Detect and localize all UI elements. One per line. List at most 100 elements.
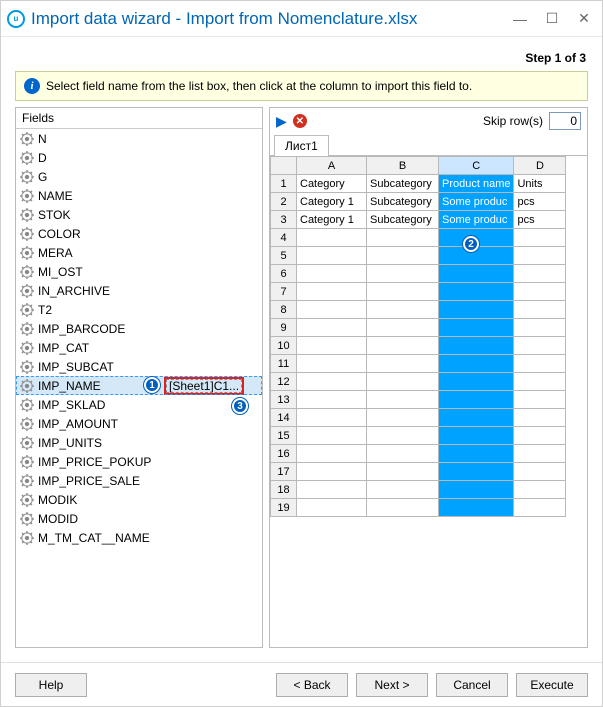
cell[interactable]: Subcategory xyxy=(367,193,439,211)
cell[interactable] xyxy=(367,229,439,247)
cell[interactable] xyxy=(514,265,566,283)
cell[interactable] xyxy=(367,499,439,517)
cell[interactable] xyxy=(297,247,367,265)
cell[interactable] xyxy=(367,355,439,373)
cell[interactable] xyxy=(514,355,566,373)
cell[interactable] xyxy=(439,445,514,463)
next-button[interactable]: Next > xyxy=(356,673,428,697)
cell[interactable] xyxy=(297,445,367,463)
cell[interactable] xyxy=(439,301,514,319)
cell[interactable] xyxy=(514,427,566,445)
cell[interactable] xyxy=(367,265,439,283)
field-row[interactable]: IMP_PRICE_SALE xyxy=(16,471,262,490)
field-row[interactable]: IN_ARCHIVE xyxy=(16,281,262,300)
execute-button[interactable]: Execute xyxy=(516,673,588,697)
cell[interactable] xyxy=(514,319,566,337)
cell[interactable]: Category xyxy=(297,175,367,193)
cell[interactable] xyxy=(297,229,367,247)
field-row[interactable]: IMP_PRICE_POKUP xyxy=(16,452,262,471)
cell[interactable] xyxy=(367,481,439,499)
field-row[interactable]: IMP_NAME[Sheet1]C1...1 xyxy=(16,376,262,395)
cell[interactable] xyxy=(514,409,566,427)
cell[interactable]: Units xyxy=(514,175,566,193)
field-row[interactable]: IMP_CAT xyxy=(16,338,262,357)
minimize-button[interactable]: — xyxy=(508,7,532,31)
close-button[interactable]: ✕ xyxy=(572,7,596,31)
fields-list[interactable]: NDGNAMESTOKCOLORMERAMI_OSTIN_ARCHIVET2IM… xyxy=(16,129,262,647)
cancel-button[interactable]: Cancel xyxy=(436,673,508,697)
delete-icon[interactable]: ✕ xyxy=(293,114,307,128)
cell[interactable] xyxy=(514,337,566,355)
cell[interactable] xyxy=(367,373,439,391)
field-row[interactable]: IMP_SKLAD xyxy=(16,395,262,414)
cell[interactable] xyxy=(514,247,566,265)
field-row[interactable]: STOK xyxy=(16,205,262,224)
cell[interactable]: Subcategory xyxy=(367,211,439,229)
field-row[interactable]: IMP_UNITS xyxy=(16,433,262,452)
cell[interactable] xyxy=(439,319,514,337)
cell[interactable] xyxy=(297,391,367,409)
cell[interactable] xyxy=(297,499,367,517)
cell[interactable] xyxy=(514,463,566,481)
cell[interactable] xyxy=(514,283,566,301)
field-row[interactable]: COLOR xyxy=(16,224,262,243)
sheet-scroll[interactable]: ABCD1CategorySubcategoryProduct nameUnit… xyxy=(270,156,587,647)
cell[interactable] xyxy=(367,445,439,463)
cell[interactable] xyxy=(439,337,514,355)
field-row[interactable]: MI_OST xyxy=(16,262,262,281)
back-button[interactable]: < Back xyxy=(276,673,348,697)
field-row[interactable]: IMP_SUBCAT xyxy=(16,357,262,376)
cell[interactable] xyxy=(367,301,439,319)
cell[interactable] xyxy=(439,427,514,445)
cell[interactable] xyxy=(297,319,367,337)
cell[interactable]: Some produc xyxy=(439,211,514,229)
cell[interactable]: pcs xyxy=(514,211,566,229)
cell[interactable] xyxy=(439,373,514,391)
field-row[interactable]: IMP_BARCODE xyxy=(16,319,262,338)
cell[interactable] xyxy=(367,247,439,265)
cell[interactable]: pcs xyxy=(514,193,566,211)
cell[interactable] xyxy=(367,409,439,427)
cell[interactable] xyxy=(439,265,514,283)
cell[interactable]: Product name xyxy=(439,175,514,193)
cell[interactable] xyxy=(514,373,566,391)
cell[interactable]: Category 1 xyxy=(297,193,367,211)
cell[interactable] xyxy=(367,319,439,337)
cell[interactable] xyxy=(439,463,514,481)
field-row[interactable]: NAME xyxy=(16,186,262,205)
field-row[interactable]: IMP_AMOUNT xyxy=(16,414,262,433)
help-button[interactable]: Help xyxy=(15,673,87,697)
field-row[interactable]: MODIK xyxy=(16,490,262,509)
cell[interactable] xyxy=(514,301,566,319)
cell[interactable] xyxy=(367,463,439,481)
cell[interactable] xyxy=(297,373,367,391)
cell[interactable] xyxy=(439,409,514,427)
maximize-button[interactable]: ☐ xyxy=(540,7,564,31)
field-row[interactable]: N xyxy=(16,129,262,148)
cell[interactable] xyxy=(297,265,367,283)
cell[interactable] xyxy=(514,445,566,463)
cell[interactable]: Subcategory xyxy=(367,175,439,193)
cell[interactable] xyxy=(297,427,367,445)
field-row[interactable]: G xyxy=(16,167,262,186)
cell[interactable] xyxy=(367,427,439,445)
field-row[interactable]: MERA xyxy=(16,243,262,262)
cell[interactable] xyxy=(439,391,514,409)
sheet-tab[interactable]: Лист1 xyxy=(274,135,329,156)
cell[interactable]: Some produc xyxy=(439,193,514,211)
cell[interactable] xyxy=(297,301,367,319)
cell[interactable]: Category 1 xyxy=(297,211,367,229)
play-icon[interactable]: ▶ xyxy=(276,113,287,130)
cell[interactable] xyxy=(514,481,566,499)
cell[interactable] xyxy=(297,355,367,373)
cell[interactable] xyxy=(514,499,566,517)
cell[interactable] xyxy=(514,229,566,247)
cell[interactable] xyxy=(367,391,439,409)
cell[interactable] xyxy=(514,391,566,409)
cell[interactable] xyxy=(367,283,439,301)
field-row[interactable]: T2 xyxy=(16,300,262,319)
cell[interactable] xyxy=(297,463,367,481)
cell[interactable] xyxy=(297,283,367,301)
cell[interactable] xyxy=(439,499,514,517)
cell[interactable] xyxy=(297,337,367,355)
